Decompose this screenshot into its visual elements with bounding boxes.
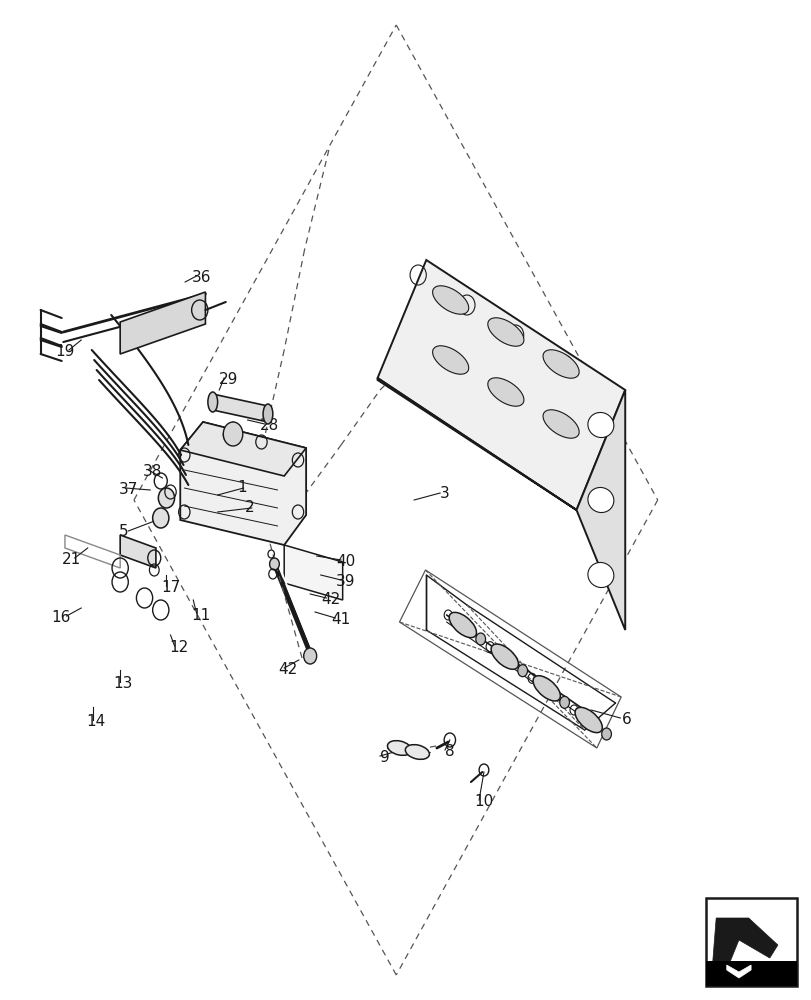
Text: 11: 11 [191, 607, 211, 622]
Text: 1: 1 [237, 481, 247, 495]
Ellipse shape [574, 707, 602, 733]
Polygon shape [726, 965, 750, 978]
Polygon shape [180, 422, 306, 476]
Ellipse shape [448, 612, 476, 638]
Circle shape [601, 728, 611, 740]
Bar [706, 961, 796, 986]
Ellipse shape [432, 286, 468, 314]
Text: 36: 36 [191, 270, 211, 286]
Text: 41: 41 [331, 612, 350, 628]
Text: 10: 10 [474, 794, 493, 810]
Text: 42: 42 [278, 662, 298, 678]
Polygon shape [377, 260, 624, 510]
Text: 5: 5 [118, 524, 128, 540]
Polygon shape [576, 390, 624, 630]
Polygon shape [710, 918, 777, 980]
Ellipse shape [263, 404, 272, 424]
Text: 8: 8 [444, 744, 454, 760]
Text: 19: 19 [55, 344, 75, 360]
Circle shape [223, 422, 242, 446]
Circle shape [559, 696, 569, 708]
Ellipse shape [491, 644, 517, 669]
Ellipse shape [487, 318, 523, 346]
Text: 9: 9 [380, 750, 389, 766]
Ellipse shape [587, 487, 613, 513]
Polygon shape [212, 394, 268, 422]
Ellipse shape [543, 350, 578, 378]
Text: 38: 38 [143, 464, 162, 480]
Ellipse shape [387, 741, 411, 755]
Text: 29: 29 [219, 372, 238, 387]
Text: 37: 37 [118, 483, 138, 497]
Polygon shape [120, 535, 156, 568]
Text: 42: 42 [321, 592, 341, 607]
Ellipse shape [487, 378, 523, 406]
Polygon shape [377, 378, 576, 510]
Text: 2: 2 [245, 500, 255, 516]
Text: 12: 12 [169, 641, 188, 656]
Text: 7: 7 [504, 652, 514, 668]
Text: 16: 16 [51, 610, 71, 626]
Circle shape [303, 648, 316, 664]
Text: 40: 40 [336, 554, 355, 570]
Text: 28: 28 [260, 418, 279, 434]
Circle shape [475, 633, 485, 645]
Polygon shape [180, 422, 306, 545]
Ellipse shape [533, 676, 560, 701]
Circle shape [152, 508, 169, 528]
Text: 3: 3 [440, 486, 449, 500]
Ellipse shape [543, 410, 578, 438]
Bar [706, 898, 796, 986]
Circle shape [517, 665, 527, 677]
Ellipse shape [405, 745, 429, 759]
Text: 17: 17 [161, 580, 180, 595]
Text: 14: 14 [86, 714, 105, 730]
Ellipse shape [587, 562, 613, 588]
Circle shape [158, 488, 174, 508]
Ellipse shape [587, 412, 613, 438]
Circle shape [269, 558, 279, 570]
Polygon shape [284, 545, 342, 600]
Ellipse shape [208, 392, 217, 412]
Text: 21: 21 [62, 552, 81, 568]
Ellipse shape [432, 346, 468, 374]
Polygon shape [120, 292, 205, 354]
Text: 6: 6 [621, 712, 631, 728]
Text: 39: 39 [336, 574, 355, 589]
Text: 13: 13 [114, 676, 133, 692]
